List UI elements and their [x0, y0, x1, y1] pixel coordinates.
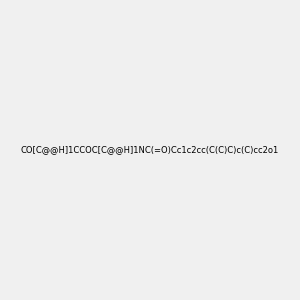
Text: CO[C@@H]1CCOC[C@@H]1NC(=O)Cc1c2cc(C(C)C)c(C)cc2o1: CO[C@@H]1CCOC[C@@H]1NC(=O)Cc1c2cc(C(C)C)…: [21, 146, 279, 154]
